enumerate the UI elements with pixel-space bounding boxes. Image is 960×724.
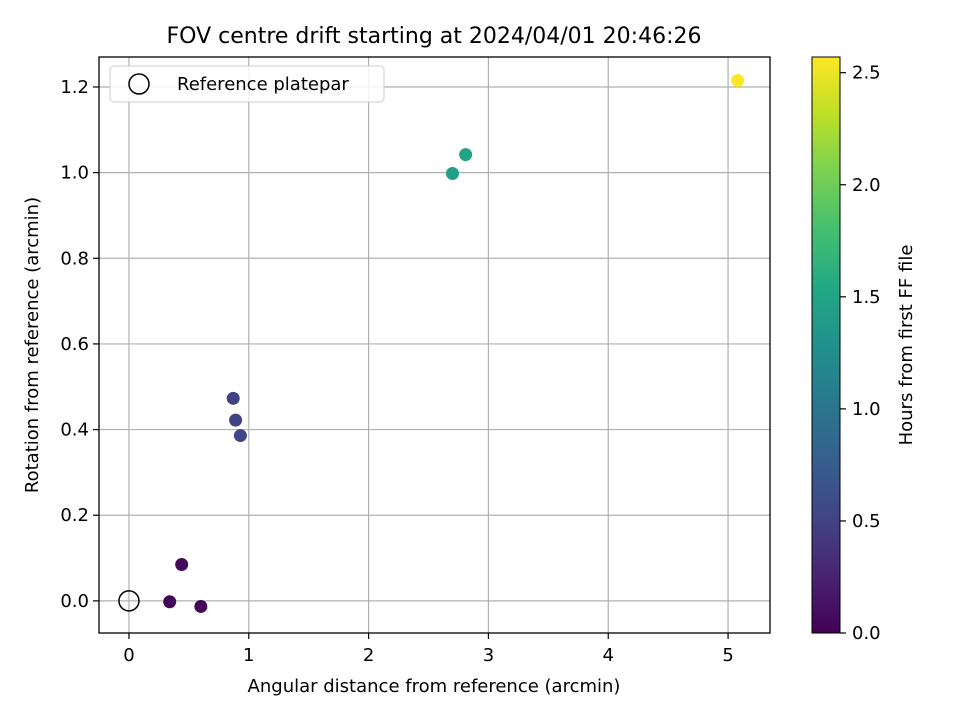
y-tick-label: 1.2 bbox=[60, 77, 89, 98]
data-points bbox=[118, 74, 745, 613]
x-tick-label: 2 bbox=[363, 645, 374, 666]
data-point bbox=[229, 413, 243, 427]
legend-label: Reference platepar bbox=[177, 74, 349, 95]
y-tick-label: 0.2 bbox=[60, 505, 89, 526]
data-point bbox=[226, 391, 240, 405]
colorbar-tick-label: 1.5 bbox=[852, 287, 881, 308]
data-point bbox=[194, 599, 208, 613]
x-tick-label: 5 bbox=[722, 645, 733, 666]
legend: Reference platepar bbox=[109, 65, 385, 103]
data-point bbox=[731, 74, 745, 88]
data-point bbox=[233, 429, 247, 443]
plot-frame bbox=[98, 56, 771, 634]
data-point bbox=[175, 557, 189, 571]
legend-box bbox=[109, 65, 385, 103]
colorbar-tick-label: 0.5 bbox=[852, 511, 881, 532]
colorbar-tick-label: 1.0 bbox=[852, 399, 881, 420]
x-tick-label: 1 bbox=[243, 645, 254, 666]
colorbar-tick-label: 0.0 bbox=[852, 623, 881, 644]
colorbar-ticks: 0.0 0.5 1.0 1.5 2.0 2.5 bbox=[840, 63, 881, 644]
colorbar-label: Hours from first FF file bbox=[896, 245, 917, 446]
y-tick-label: 0.0 bbox=[60, 591, 89, 612]
x-axis-label: Angular distance from reference (arcmin) bbox=[248, 676, 621, 697]
colorbar-tick-label: 2.5 bbox=[852, 63, 881, 84]
grid-lines bbox=[99, 57, 770, 633]
colorbar-tick-label: 2.0 bbox=[852, 175, 881, 196]
axis-ticks: 0 1 2 3 4 5 0.0 0.2 0.4 0.6 0.8 1.0 1.2 bbox=[60, 77, 733, 666]
y-tick-label: 1.0 bbox=[60, 163, 89, 184]
colorbar-gradient bbox=[811, 56, 841, 634]
data-point bbox=[459, 148, 473, 162]
colorbar: 0.0 0.5 1.0 1.5 2.0 2.5 Hours from first FF f… bbox=[811, 56, 917, 644]
reference-platepar-marker bbox=[118, 590, 140, 612]
y-tick-label: 0.4 bbox=[60, 420, 89, 441]
x-tick-label: 0 bbox=[123, 645, 134, 666]
data-point bbox=[163, 595, 177, 609]
x-tick-label: 4 bbox=[603, 645, 614, 666]
data-point bbox=[445, 166, 459, 180]
chart-title: FOV centre drift starting at 2024/04/01 … bbox=[167, 24, 702, 49]
x-tick-label: 3 bbox=[483, 645, 494, 666]
y-tick-label: 0.8 bbox=[60, 248, 89, 269]
legend-reference-marker bbox=[128, 73, 150, 95]
y-axis-label: Rotation from reference (arcmin) bbox=[22, 197, 43, 493]
y-tick-label: 0.6 bbox=[60, 334, 89, 355]
